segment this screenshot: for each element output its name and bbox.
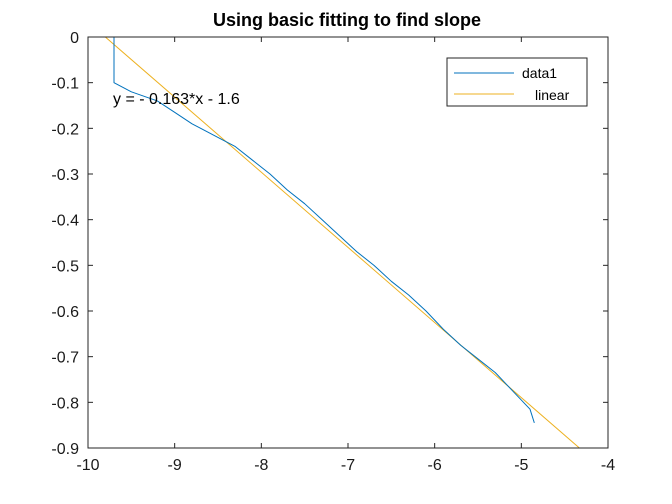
fit-equation-annotation: y = - 0.163*x - 1.6 bbox=[113, 91, 240, 108]
y-tick-label: -0.5 bbox=[51, 258, 79, 275]
y-tick-label: -0.8 bbox=[51, 395, 79, 412]
x-tick-label: -4 bbox=[601, 457, 615, 474]
y-tick-label: -0.2 bbox=[51, 121, 79, 138]
legend-label-linear: linear bbox=[535, 87, 570, 103]
series-layer bbox=[105, 36, 580, 449]
series-line-linear bbox=[105, 36, 580, 449]
legend-box bbox=[446, 57, 588, 107]
y-tick-label: -0.1 bbox=[51, 76, 79, 93]
x-tick-label: -5 bbox=[514, 457, 528, 474]
legend-label-data1: data1 bbox=[522, 65, 557, 81]
chart-title: Using basic fitting to find slope bbox=[213, 10, 481, 30]
y-tick-label: -0.9 bbox=[51, 441, 79, 458]
y-tick-label: -0.7 bbox=[51, 350, 79, 367]
ticks-layer: -10 -9 -8 -7 -6 -5 -4 0 -0.1 -0.2 -0.3 -0.4 -0.5 -0.6… bbox=[51, 30, 615, 474]
x-tick-label: -10 bbox=[76, 457, 99, 474]
x-tick-label: -7 bbox=[341, 457, 355, 474]
legend: data1 linear bbox=[446, 57, 588, 107]
x-tick-label: -6 bbox=[428, 457, 442, 474]
y-tick-label: -0.4 bbox=[51, 213, 79, 230]
y-tick-label: -0.6 bbox=[51, 304, 79, 321]
y-tick-label: -0.3 bbox=[51, 167, 79, 184]
series-line-data1 bbox=[113, 37, 535, 424]
x-tick-label: -8 bbox=[254, 457, 268, 474]
y-tick-label: 0 bbox=[70, 30, 79, 47]
x-tick-label: -9 bbox=[168, 457, 182, 474]
